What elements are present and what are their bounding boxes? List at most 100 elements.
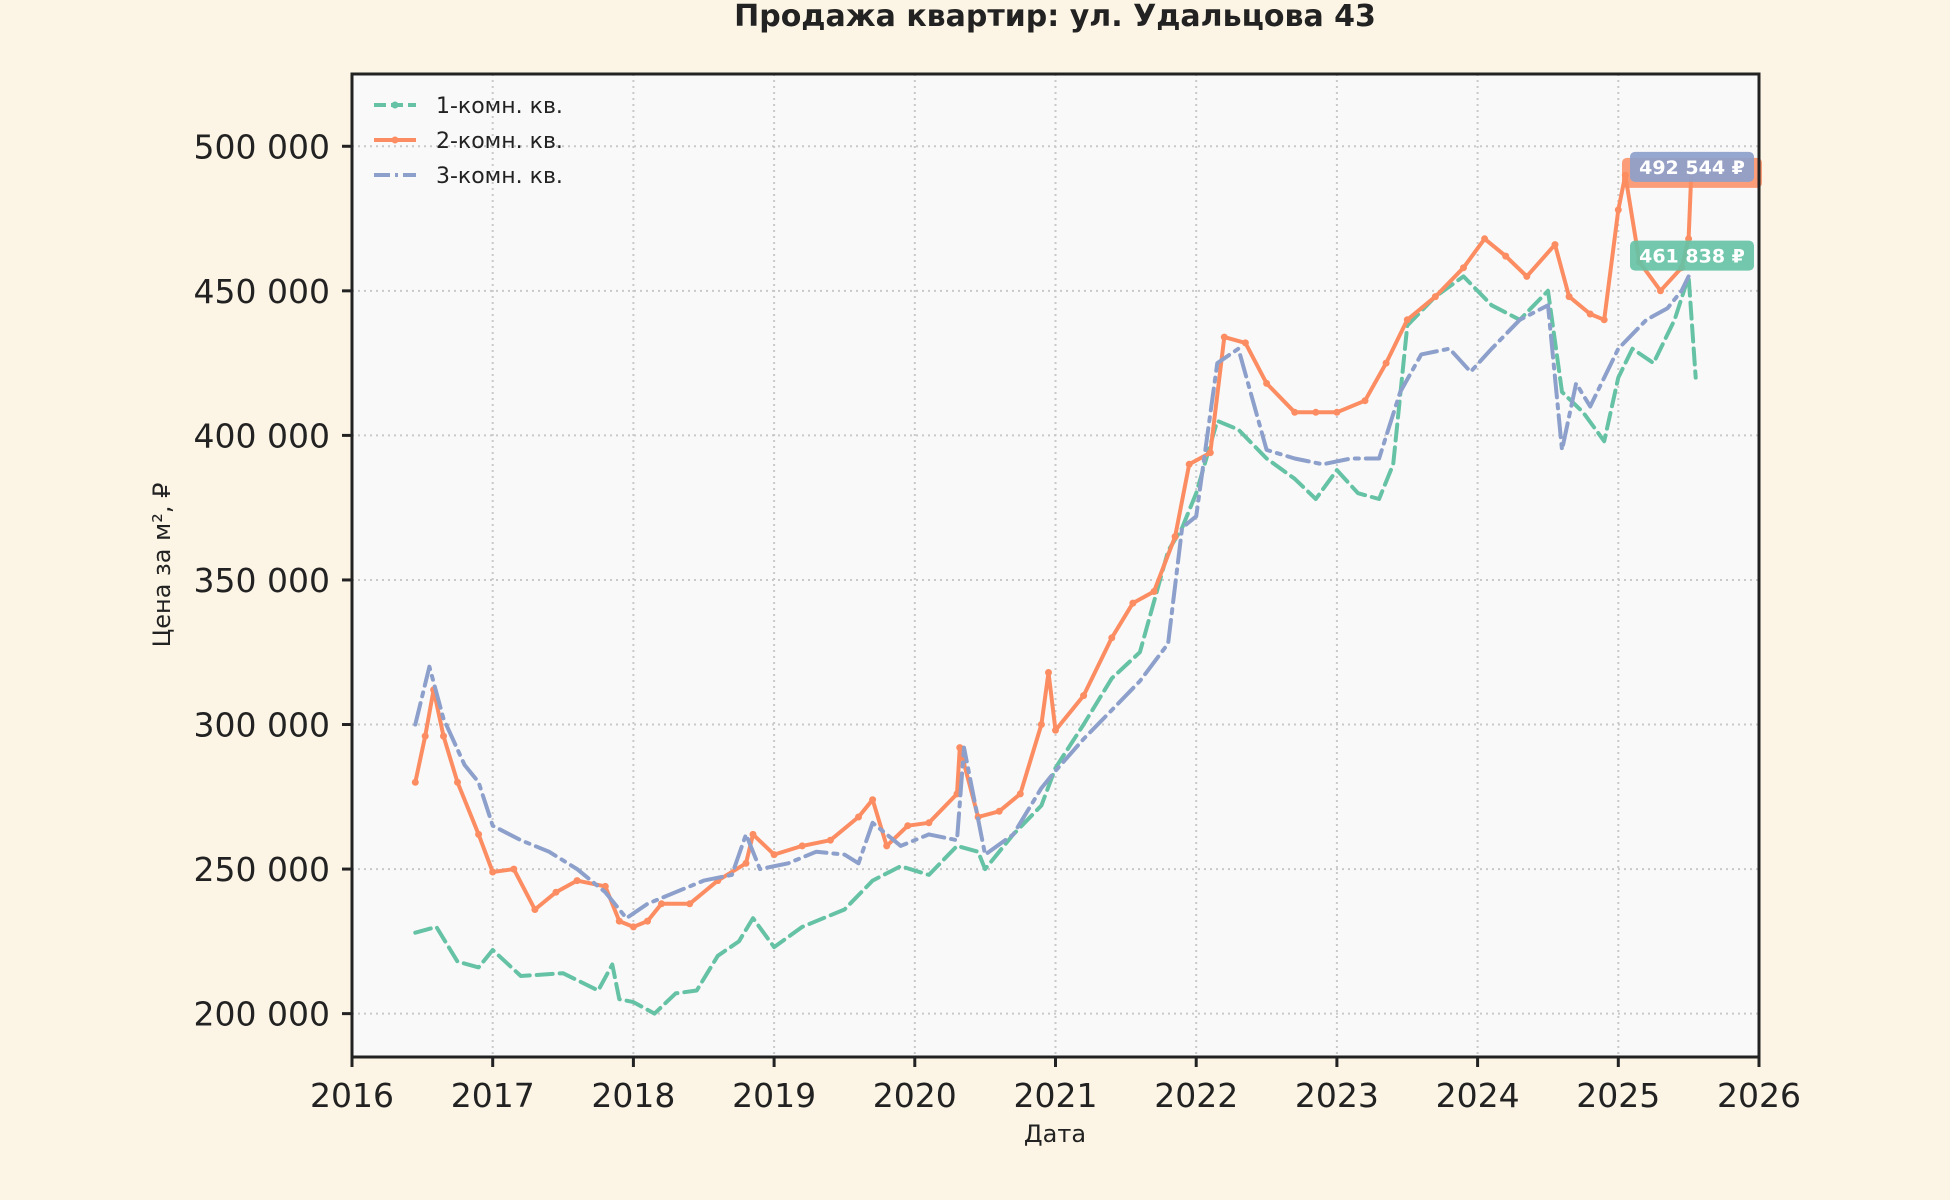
series-point[interactable] [510,865,518,873]
series-point[interactable] [1565,293,1573,301]
series-point[interactable] [475,830,483,838]
series-point[interactable] [1431,293,1439,301]
y-tick-label: 300 000 [194,706,330,745]
series-point[interactable] [1685,235,1693,243]
end-value-label: 492 544 ₽ [1639,157,1745,179]
series-point[interactable] [658,900,665,908]
legend[interactable]: 1-комн. кв. 2-комн. кв. 3-комн. кв. [374,94,563,189]
series-point[interactable] [573,877,581,885]
legend-label: 3-комн. кв. [436,164,563,189]
series-point[interactable] [742,859,750,867]
series-point[interactable] [1614,206,1622,214]
series-point[interactable] [1185,460,1193,468]
series-point[interactable] [1460,264,1467,272]
series-point[interactable] [1382,359,1390,367]
x-tick-label: 2023 [1295,1076,1379,1115]
series-point[interactable] [1361,397,1369,405]
series-point[interactable] [826,836,834,844]
series-point[interactable] [1171,533,1179,541]
grid-lines [352,74,1759,1057]
x-tick-label: 2018 [591,1076,675,1115]
y-axis-label: Цена за м², ₽ [148,483,176,648]
series-point[interactable] [995,807,1003,815]
x-tick-label: 2021 [1014,1076,1098,1115]
y-tick-label: 250 000 [194,850,330,889]
legend-item-2[interactable]: 2-комн. кв. [374,129,563,154]
series-point[interactable] [411,778,419,786]
series-point[interactable] [904,822,912,830]
series-point[interactable] [1080,692,1088,700]
series-point[interactable] [1502,252,1510,260]
series-point[interactable] [1241,339,1249,347]
legend-marker [391,101,399,109]
x-axis: 2016 2017 2018 2019 2020 2021 2022 2023 2024 2025… [310,1057,1801,1115]
legend-marker [391,136,399,144]
series-point[interactable] [1052,726,1059,734]
series-point[interactable] [440,732,447,740]
x-tick-label: 2026 [1717,1076,1801,1115]
chart-title: Продажа квартир: ул. Удальцова 43 [734,0,1376,34]
series-point[interactable] [1586,310,1594,318]
x-tick-label: 2024 [1436,1076,1520,1115]
series-point[interactable] [956,744,964,752]
x-tick-label: 2016 [310,1076,394,1115]
y-tick-label: 500 000 [194,127,330,166]
series-point[interactable] [531,906,539,913]
series-line-3[interactable] [413,274,1691,921]
legend-item-3[interactable]: 3-комн. кв. [374,164,563,189]
series-point[interactable] [686,900,694,908]
legend-label: 2-комн. кв. [436,129,563,154]
series-point[interactable] [1220,333,1228,341]
y-tick-label: 350 000 [194,561,330,600]
series-point[interactable] [770,851,778,859]
series-point[interactable] [1150,588,1158,595]
series-point[interactable] [1657,287,1664,295]
series-point[interactable] [1045,669,1052,676]
series-point[interactable] [1600,316,1608,324]
x-tick-label: 2025 [1576,1076,1660,1115]
series-point[interactable] [421,732,429,740]
series-point[interactable] [798,842,806,850]
series-point[interactable] [454,778,461,786]
series-point[interactable] [1129,599,1137,607]
y-tick-label: 450 000 [194,272,330,311]
series-point[interactable] [1037,721,1045,728]
series-point[interactable] [1291,408,1299,416]
series-line-1[interactable] [413,274,1698,1016]
legend-label: 1-комн. кв. [436,94,563,119]
series-point[interactable] [925,819,933,827]
series-point[interactable] [552,888,560,896]
series-point[interactable] [1016,790,1024,798]
x-axis-label: Дата [1024,1120,1086,1148]
series-point[interactable] [1263,379,1271,387]
series-point[interactable] [1481,235,1489,243]
x-tick-label: 2022 [1154,1076,1238,1115]
y-axis: 200 000 250 000 300 000 350 000 400 000 450 0… [194,127,352,1034]
series-point[interactable] [644,917,651,925]
end-value-badge [1630,240,1754,271]
series-point[interactable] [1551,241,1559,249]
series-point[interactable] [615,917,623,925]
series-point[interactable] [1523,272,1531,280]
series-point[interactable] [869,796,877,804]
series-point[interactable] [1312,408,1320,416]
series-point[interactable] [601,882,609,890]
series-point[interactable] [1108,634,1116,642]
series-point[interactable] [1403,316,1411,324]
series-point[interactable] [855,813,862,821]
end-value-badge [1630,151,1754,182]
end-value-badges: 492 544 ₽ 461 838 ₽ [1622,151,1762,271]
x-tick-label: 2019 [732,1076,816,1115]
series-point[interactable] [749,830,757,838]
series-point[interactable] [629,923,637,931]
y-tick-label: 400 000 [194,416,330,455]
x-tick-label: 2020 [873,1076,957,1115]
legend-item-1[interactable]: 1-комн. кв. [374,94,563,119]
series-point[interactable] [883,842,891,850]
series-point[interactable] [1333,408,1341,416]
series-point[interactable] [1206,449,1214,457]
series-point[interactable] [489,868,497,876]
end-value-label: 461 838 ₽ [1639,246,1745,268]
